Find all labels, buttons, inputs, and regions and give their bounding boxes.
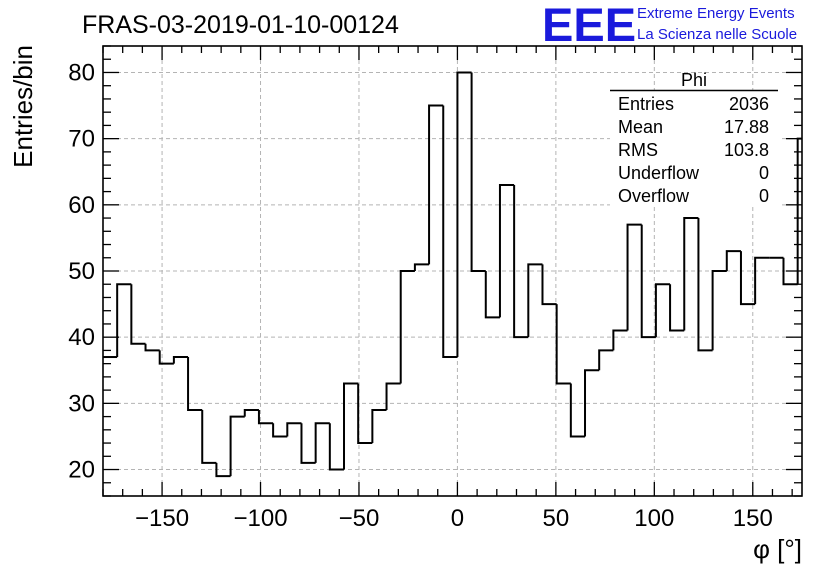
y-tick-label: 70 bbox=[68, 126, 95, 153]
histogram-bin bbox=[654, 283, 671, 338]
histogram-bin bbox=[683, 217, 699, 331]
histogram-layer bbox=[103, 71, 802, 478]
histogram-bin bbox=[371, 408, 387, 444]
histogram-bin bbox=[697, 218, 713, 352]
histogram-bin bbox=[555, 304, 571, 385]
histogram-bin bbox=[116, 283, 132, 358]
histogram-bin bbox=[399, 270, 415, 384]
histogram-bin bbox=[130, 284, 146, 345]
histogram-bin bbox=[598, 349, 614, 371]
histogram-bin bbox=[272, 423, 288, 438]
plot-frame bbox=[102, 45, 803, 497]
y-tick-label: 60 bbox=[68, 192, 95, 219]
histogram-bin bbox=[243, 408, 259, 417]
eee-logo: EEE Extreme Energy Events La Scienza nel… bbox=[542, 0, 797, 51]
stats-underflow-value: 0 bbox=[759, 163, 769, 183]
x-tick-label: −100 bbox=[233, 505, 287, 532]
histogram-bin bbox=[229, 415, 245, 477]
histogram-bin bbox=[300, 423, 316, 464]
histogram-bin bbox=[725, 250, 741, 271]
y-axis-label: Entries/bin bbox=[8, 45, 38, 168]
x-tick-label: 50 bbox=[543, 505, 570, 532]
tick-label-layer: −150 −100 −50 0 50 100 150 20 30 40 50 60 70 80 bbox=[68, 59, 773, 532]
histogram-bin bbox=[527, 263, 543, 338]
x-tick-label: 100 bbox=[634, 505, 674, 532]
histogram-bin bbox=[413, 263, 430, 271]
histogram-bin bbox=[541, 264, 557, 306]
histogram-bin bbox=[669, 284, 685, 332]
histogram-bin bbox=[286, 422, 302, 437]
histogram-bin bbox=[144, 343, 160, 352]
logo-line1: Extreme Energy Events bbox=[637, 5, 795, 22]
histogram-bin bbox=[172, 356, 189, 364]
y-tick-label: 50 bbox=[68, 258, 95, 285]
histogram-bin bbox=[640, 224, 656, 339]
stats-mean-label: Mean bbox=[618, 117, 663, 137]
y-tick-label: 40 bbox=[68, 324, 95, 351]
y-tick-label: 30 bbox=[68, 390, 95, 417]
chart-title: FRAS-03-2019-01-10-00124 bbox=[82, 11, 399, 39]
y-tick-label: 80 bbox=[68, 59, 95, 86]
x-axis-label: φ [°] bbox=[753, 534, 802, 564]
histogram-bin bbox=[456, 71, 472, 358]
histogram-bin bbox=[385, 382, 401, 410]
histogram-bin bbox=[782, 257, 798, 286]
x-tick-label: 150 bbox=[733, 505, 773, 532]
stats-entries-label: Entries bbox=[618, 94, 674, 114]
histogram-bin bbox=[498, 183, 515, 318]
stats-box-title: Phi bbox=[681, 70, 707, 90]
stats-overflow-label: Overflow bbox=[618, 186, 690, 206]
stats-rms-value: 103.8 bbox=[724, 140, 769, 160]
histogram-bin bbox=[357, 383, 373, 445]
histogram-bin bbox=[187, 357, 203, 411]
histogram-bin bbox=[470, 72, 486, 272]
histogram-bin bbox=[796, 137, 802, 285]
logo-line2: La Scienza nelle Scuole bbox=[637, 26, 797, 43]
histogram-bin bbox=[257, 409, 274, 425]
histogram-bin bbox=[626, 223, 642, 331]
x-tick-label: −150 bbox=[135, 505, 189, 532]
histogram-bin bbox=[428, 104, 444, 265]
x-tick-label: −50 bbox=[339, 505, 380, 532]
histogram-bin bbox=[158, 350, 174, 365]
x-tick-label: 0 bbox=[451, 505, 464, 532]
histogram-bin bbox=[612, 329, 628, 351]
histogram-bin bbox=[343, 382, 359, 470]
y-tick-label: 20 bbox=[68, 457, 95, 484]
histogram-bin bbox=[484, 271, 500, 319]
histogram-bin bbox=[569, 383, 586, 438]
histogram-bin bbox=[215, 462, 231, 478]
stats-underflow-label: Underflow bbox=[618, 163, 700, 183]
stats-entries-value: 2036 bbox=[729, 94, 769, 114]
histogram-bin bbox=[513, 184, 529, 339]
stats-box-background bbox=[610, 90, 782, 206]
histogram-bin bbox=[314, 422, 330, 463]
logo-letters: EEE bbox=[542, 0, 636, 51]
histogram-bin bbox=[584, 369, 600, 437]
stats-box: Phi Entries 2036 Mean 17.88 RMS 103.8 Un… bbox=[610, 70, 782, 206]
stats-mean-value: 17.88 bbox=[724, 117, 769, 137]
stats-overflow-value: 0 bbox=[759, 186, 769, 206]
histogram-bin bbox=[739, 251, 756, 306]
histogram-bin bbox=[328, 423, 345, 471]
histogram-bin bbox=[442, 105, 458, 359]
histogram-bin bbox=[711, 270, 727, 351]
stats-rms-label: RMS bbox=[618, 140, 658, 160]
histogram-bin bbox=[201, 409, 217, 464]
histogram-bin bbox=[754, 256, 770, 305]
